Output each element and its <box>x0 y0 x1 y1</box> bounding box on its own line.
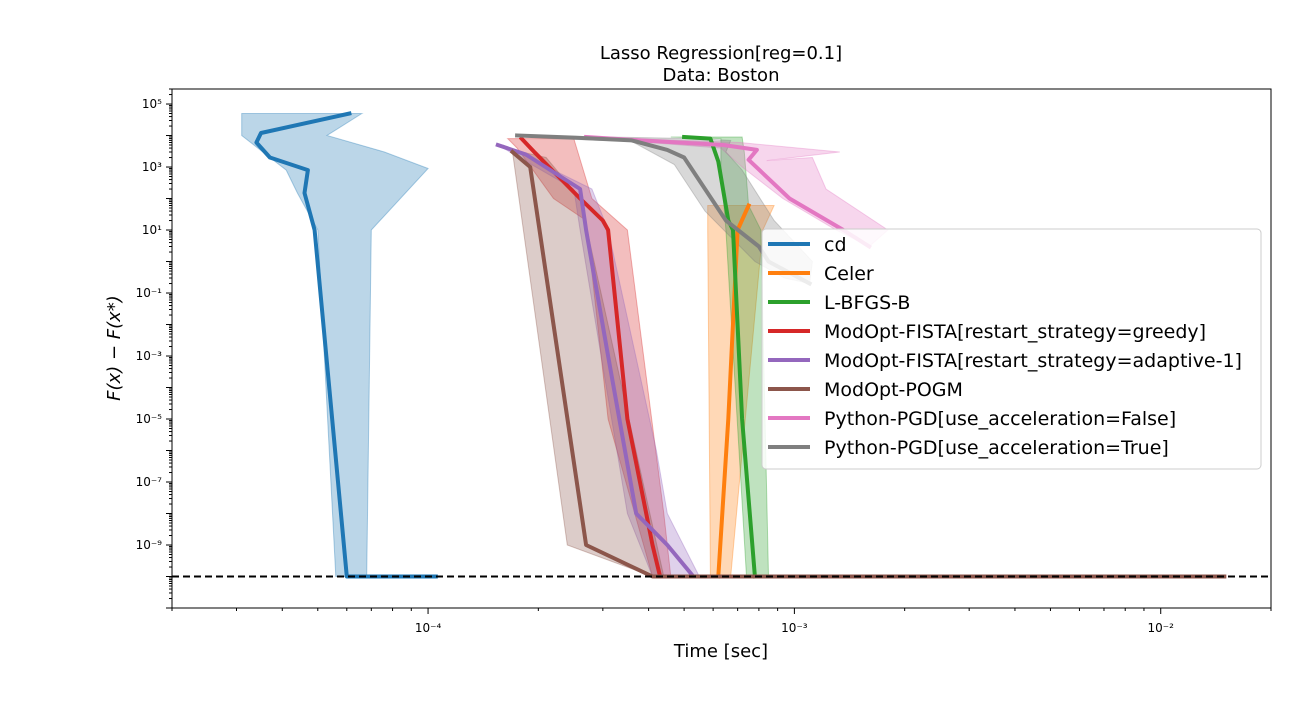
axes-layer: 10⁻⁴ 10⁻³ 10⁻² 10⁻⁹ 10⁻⁷ 10⁻⁵ 10⁻³ 10⁻¹ 10¹ 10³ 10… <box>136 88 1272 635</box>
lines-layer <box>254 111 1227 579</box>
y-tick-label: 10⁻¹ <box>136 286 163 300</box>
y-tick-label: 10⁻³ <box>136 349 163 363</box>
legend-label-modopt-fista-restart-strategy-greedy: ModOpt-FISTA[restart_strategy=greedy] <box>824 321 1206 343</box>
y-axis-label: F(x) − F(x*) <box>104 295 125 401</box>
x-tick-label: 10⁻² <box>1148 621 1175 635</box>
y-tick-label: 10⁻⁷ <box>136 475 163 489</box>
series-line-cd <box>254 111 438 579</box>
legend-label-celer: Celer <box>824 263 874 285</box>
x-tick-label: 10⁻⁴ <box>415 621 442 635</box>
band-cd <box>241 113 436 577</box>
y-tick-label: 10¹ <box>142 223 162 237</box>
series-line-modopt-fista-restart-strategy-adaptive-1 <box>495 142 1160 579</box>
x-axis-label: Time [sec] <box>673 641 768 662</box>
chart-subtitle: Data: Boston <box>663 65 780 86</box>
y-tick-label: 10⁵ <box>142 97 162 111</box>
series-line-celer <box>716 202 752 579</box>
series-line-python-pgd-use-acceleration-false <box>583 134 872 250</box>
legend-label-modopt-pogm: ModOpt-POGM <box>824 379 963 401</box>
x-tick-label: 10⁻³ <box>781 621 808 635</box>
plot-frame <box>171 88 1272 609</box>
legend-box <box>761 228 1262 470</box>
y-tick-label: 10³ <box>142 160 162 174</box>
legend-label-python-pgd-use-acceleration-false: Python-PGD[use_acceleration=False] <box>824 408 1176 430</box>
legend-label-modopt-fista-restart-strategy-adaptive-1: ModOpt-FISTA[restart_strategy=adaptive-1… <box>824 350 1242 372</box>
legend-label-cd: cd <box>824 234 847 256</box>
y-tick-label: 10⁻⁹ <box>136 538 163 552</box>
legend-label-l-bfgs-b: L-BFGS-B <box>824 292 910 314</box>
legend: cd Celer L-BFGS-B ModOpt-FISTA[restart_stra… <box>761 228 1262 470</box>
chart-title: Lasso Regression[reg=0.1] <box>600 43 842 64</box>
legend-label-python-pgd-use-acceleration-true: Python-PGD[use_acceleration=True] <box>824 437 1169 459</box>
y-tick-label: 10⁻⁵ <box>136 412 163 426</box>
